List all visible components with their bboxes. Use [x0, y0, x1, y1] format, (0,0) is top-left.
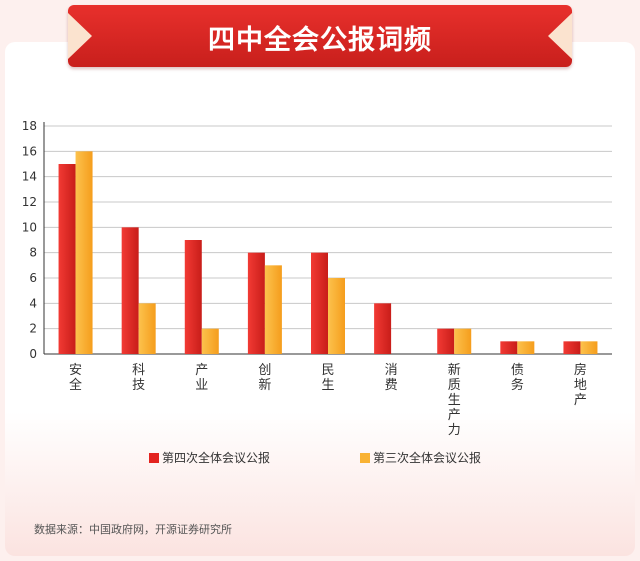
- legend-swatch-series2: [360, 452, 370, 463]
- y-tick-label: 18: [22, 119, 37, 133]
- bar-series1-7: [437, 328, 455, 354]
- x-tick-label: 房地产: [574, 362, 587, 408]
- bar-series1-5: [311, 252, 328, 354]
- bar-series1-9: [563, 341, 581, 354]
- y-tick-label: 10: [22, 220, 37, 234]
- x-tick-label: 科技: [132, 363, 145, 393]
- y-tick-label: 12: [22, 195, 37, 209]
- bar-series1-6: [374, 303, 392, 354]
- y-tick-label: 8: [29, 246, 37, 260]
- legend-item-series1: 第四次全体会议公报: [149, 449, 270, 466]
- bar-series1-2: [121, 227, 139, 354]
- y-tick-label: 0: [29, 347, 37, 361]
- bar-series2-3: [201, 328, 219, 354]
- y-tick-label: 6: [29, 271, 37, 285]
- legend-label-series1: 第四次全体会议公报: [162, 451, 271, 465]
- y-tick-label: 4: [29, 296, 37, 310]
- bar-series2-9: [580, 341, 598, 354]
- x-tick-label: 产业: [195, 363, 208, 393]
- title-banner: 四中全会公报词频: [68, 5, 572, 67]
- y-tick-label: 2: [29, 322, 37, 336]
- source-note: 数据来源：中国政府网，开源证券研究所: [34, 523, 232, 536]
- bar-series1-4: [247, 252, 265, 354]
- y-tick-label: 14: [22, 170, 37, 184]
- x-tick-label: 安全: [69, 363, 82, 393]
- legend-label-series2: 第三次全体会议公报: [373, 451, 482, 465]
- bar-series2-5: [328, 278, 345, 354]
- legend-swatch-series1: [149, 452, 159, 463]
- bar-series2-7: [454, 328, 472, 354]
- bar-series1-3: [184, 240, 202, 354]
- x-tick-label: 创新: [258, 363, 271, 393]
- x-tick-label: 债务: [511, 363, 524, 393]
- y-tick-label: 16: [22, 144, 37, 158]
- x-tick-label: 新质生产力: [448, 362, 461, 438]
- bar-series1-8: [500, 341, 518, 354]
- x-tick-label: 民生: [321, 363, 334, 393]
- chart-title: 四中全会公报词频: [208, 25, 432, 56]
- bar-series2-4: [264, 265, 282, 354]
- x-tick-label: 消费: [385, 363, 398, 393]
- bar-series2-8: [517, 341, 535, 354]
- bar-series1-1: [58, 164, 76, 354]
- bar-series2-2: [138, 303, 156, 354]
- legend-item-series2: 第三次全体会议公报: [360, 449, 481, 466]
- bar-series2-1: [75, 151, 93, 354]
